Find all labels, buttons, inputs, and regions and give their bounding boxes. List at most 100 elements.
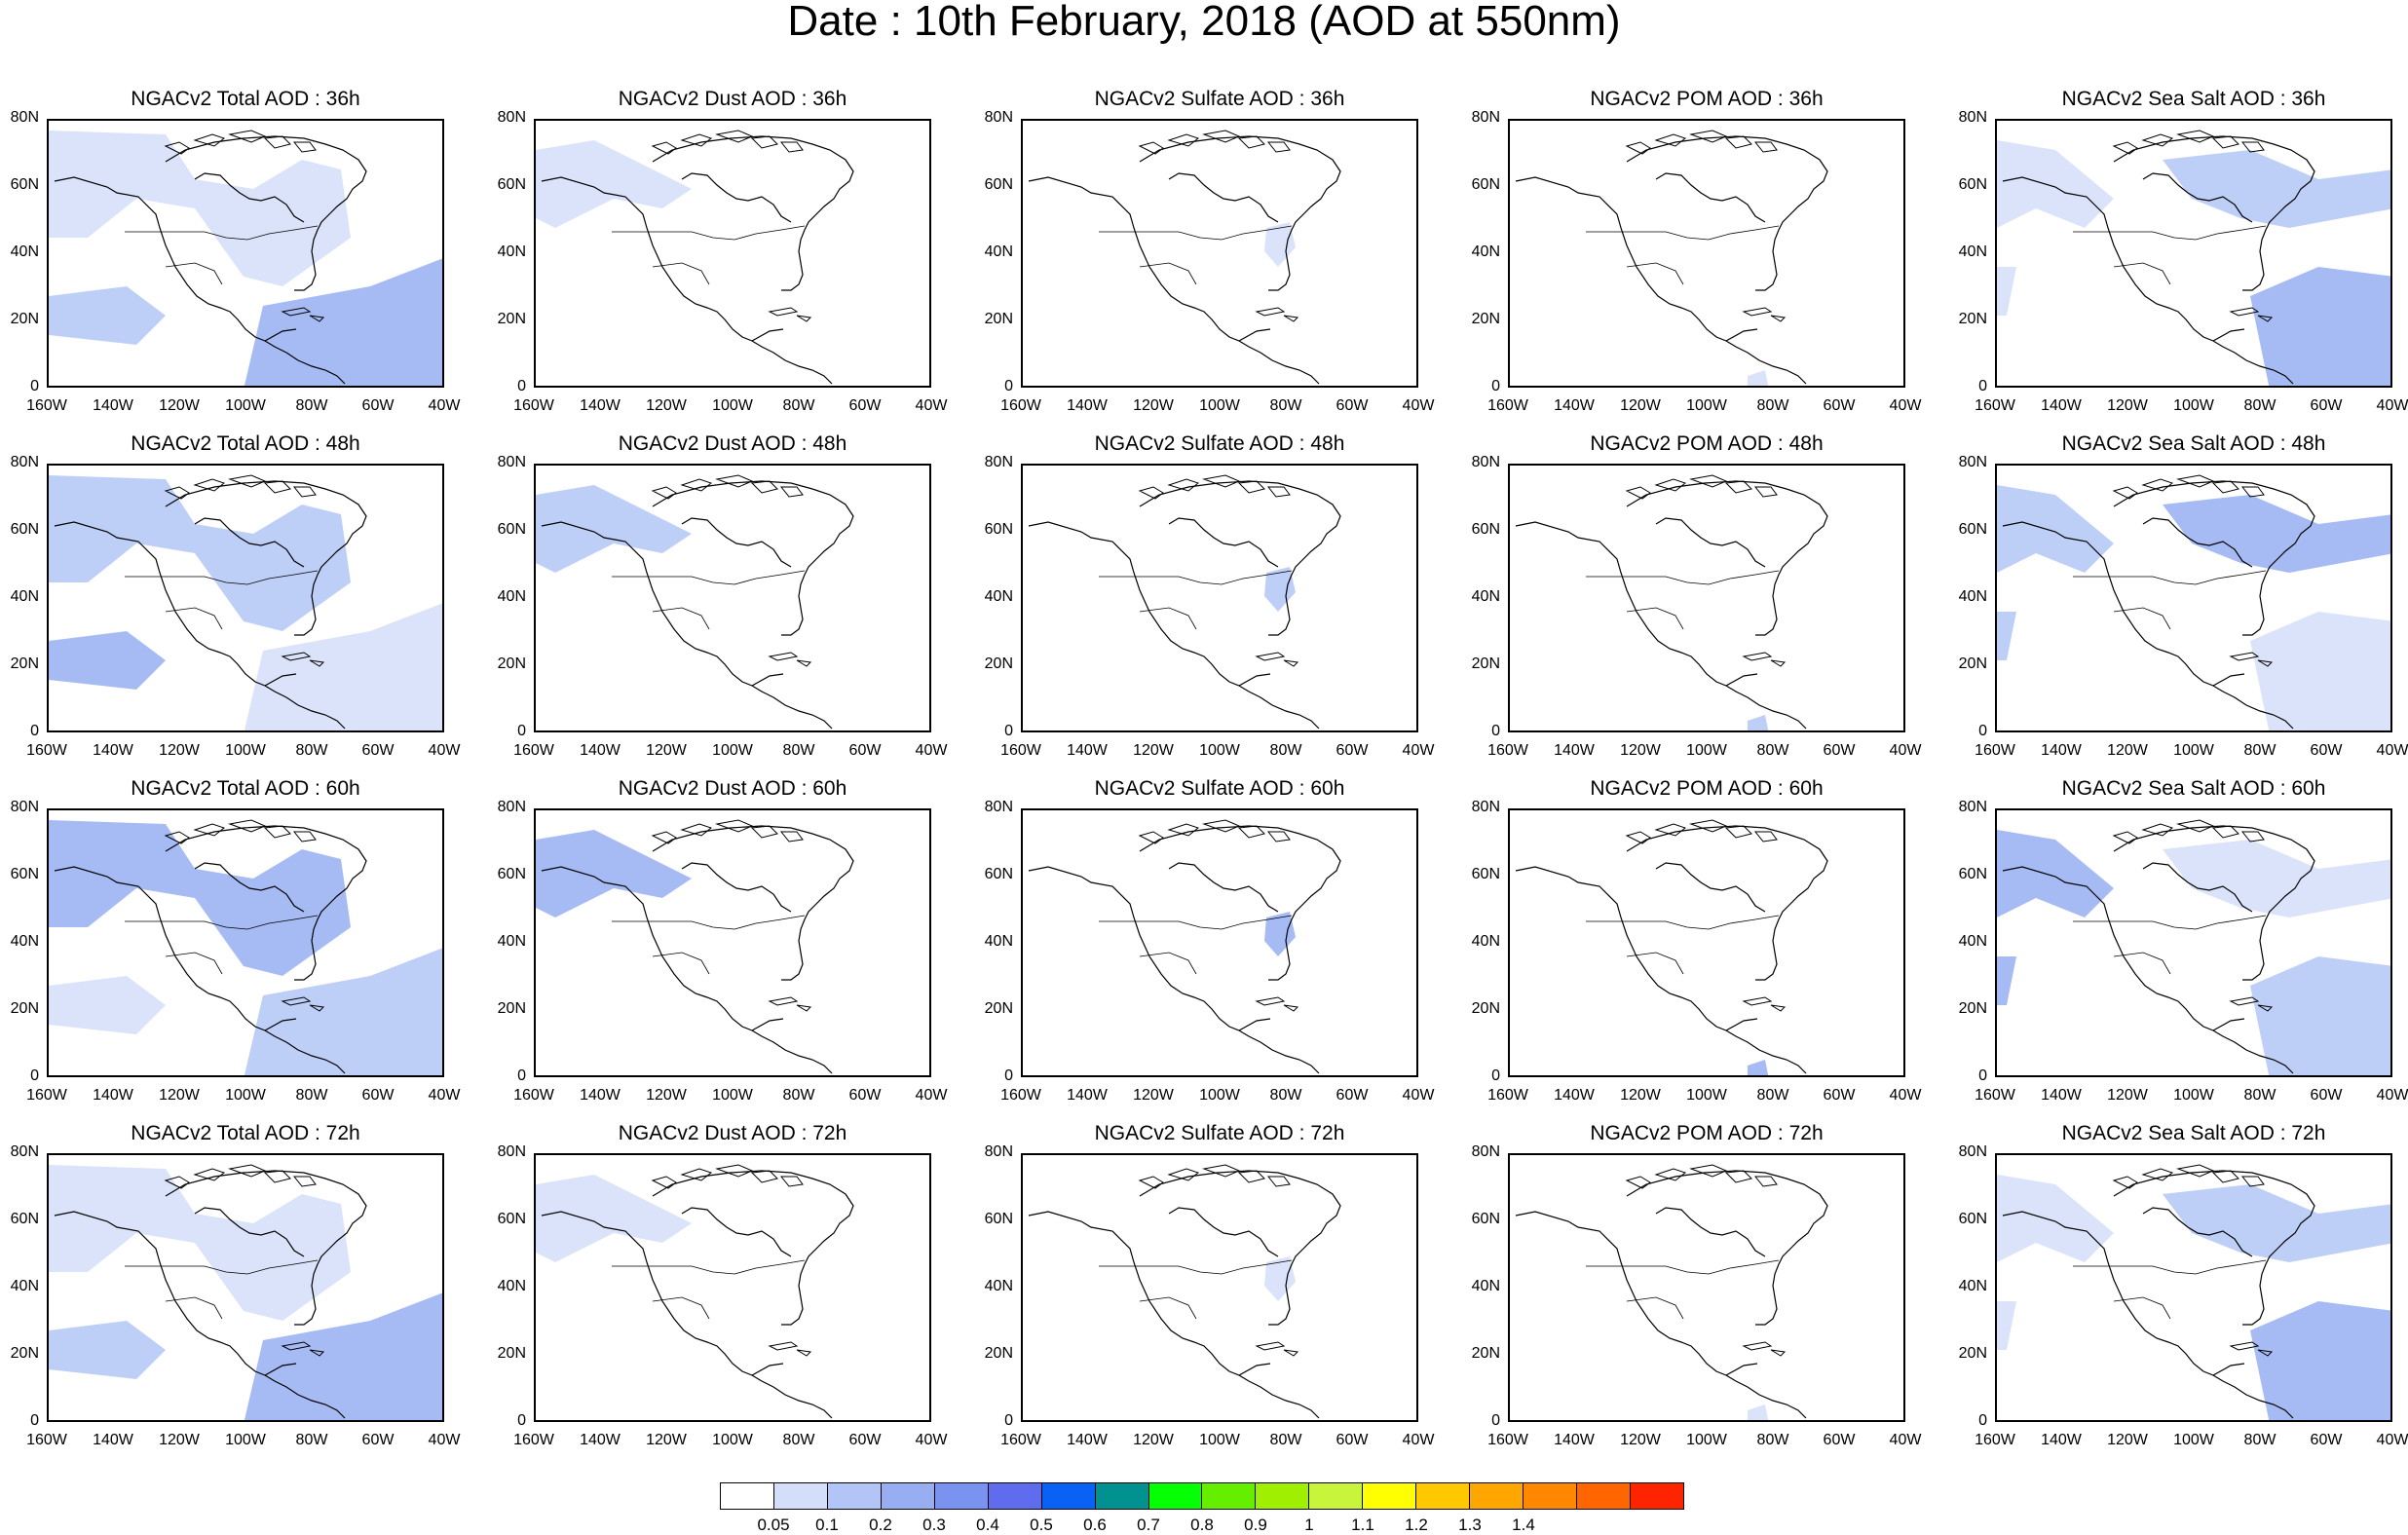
lon-tick-label: 140W <box>1067 397 1108 414</box>
coastline <box>165 1296 223 1320</box>
coastline <box>652 952 710 975</box>
map-plot-area <box>47 464 444 732</box>
lat-tick-label: 40N <box>1958 588 1987 605</box>
figure-title: Date : 10th February, 2018 (AOD at 550nm… <box>787 0 1621 45</box>
colorbar-swatch <box>721 1483 774 1509</box>
lon-tick-label: 60W <box>1336 1087 1369 1104</box>
panel-title: NGACv2 Total AOD : 60h <box>131 777 360 800</box>
lon-tick-label: 60W <box>2310 1432 2343 1448</box>
coastline <box>1139 1296 1197 1320</box>
lon-tick-label: 160W <box>513 742 554 759</box>
coastline <box>1625 819 1787 1012</box>
coastline <box>1586 225 1780 241</box>
coastline <box>651 130 812 322</box>
coastline <box>2113 952 2171 975</box>
lon-tick-label: 100W <box>1199 1087 1240 1104</box>
coastline <box>1515 480 1828 730</box>
aod-fill-region <box>1748 715 1769 730</box>
lat-tick-label: 0 <box>517 1412 526 1429</box>
panel-title: NGACv2 POM AOD : 60h <box>1590 777 1824 800</box>
aod-fill-region <box>49 631 166 690</box>
colorbar-swatch <box>773 1483 828 1509</box>
aod-fill-region <box>536 830 692 917</box>
panel-title: NGACv2 Dust AOD : 48h <box>618 432 847 455</box>
coastline <box>165 607 223 630</box>
lat-tick-label: 40N <box>497 1278 526 1294</box>
aod-fill-region <box>2163 150 2390 228</box>
aod-map <box>536 819 854 1074</box>
aod-fill-region <box>49 131 351 286</box>
lat-tick-label: 40N <box>984 1278 1013 1294</box>
map-plot-area <box>1508 1153 1905 1422</box>
lon-tick-label: 40W <box>1889 397 1922 414</box>
lon-tick-label: 100W <box>712 1432 753 1448</box>
lat-tick-label: 80N <box>1958 454 1987 470</box>
coastline <box>541 480 854 730</box>
lon-tick-label: 160W <box>1975 397 2015 414</box>
lon-tick-label: 100W <box>1199 742 1240 759</box>
lat-tick-label: 80N <box>984 1143 1013 1160</box>
lon-tick-label: 140W <box>580 1432 621 1448</box>
lat-tick-label: 40N <box>1471 588 1500 605</box>
lat-tick-label: 0 <box>1491 378 1500 394</box>
colorbar-swatch <box>1148 1483 1203 1509</box>
aod-map <box>536 130 854 385</box>
aod-fill-region <box>49 1165 351 1321</box>
lat-tick-label: 40N <box>10 1278 39 1294</box>
lat-tick-label: 20N <box>497 1000 526 1017</box>
lat-tick-label: 0 <box>30 1412 39 1429</box>
coastline <box>612 225 806 241</box>
colorbar-tick-label: 1.2 <box>1405 1516 1428 1534</box>
coastline <box>1028 825 1341 1074</box>
lat-tick-label: 40N <box>984 588 1013 605</box>
map-plot-area <box>1021 1153 1418 1422</box>
colorbar-tick-label: 0.2 <box>869 1516 892 1534</box>
lat-tick-label: 40N <box>1958 1278 1987 1294</box>
lat-tick-label: 40N <box>1471 933 1500 950</box>
lon-tick-label: 60W <box>1823 1432 1856 1448</box>
lat-tick-label: 0 <box>1491 1412 1500 1429</box>
lon-tick-label: 140W <box>2041 742 2082 759</box>
coastline <box>54 135 367 385</box>
coastline <box>2073 570 2267 585</box>
coastline <box>1028 135 1341 385</box>
map-plot-area <box>1508 808 1905 1077</box>
lon-tick-label: 100W <box>2173 742 2214 759</box>
coastline <box>2002 1170 2315 1419</box>
lat-tick-label: 0 <box>517 723 526 739</box>
lon-tick-label: 80W <box>295 1432 328 1448</box>
aod-fill-region <box>1997 140 2114 228</box>
aod-map <box>49 819 442 1075</box>
lon-tick-label: 140W <box>2041 397 2082 414</box>
coastline <box>2113 262 2171 285</box>
lat-tick-label: 80N <box>1471 1143 1500 1160</box>
coastline <box>2073 1259 2267 1275</box>
coastline <box>1625 1164 1787 1357</box>
coastline <box>1626 607 1684 630</box>
lon-tick-label: 80W <box>782 742 815 759</box>
lon-tick-label: 140W <box>1554 397 1595 414</box>
map-plot-area <box>47 808 444 1077</box>
coastline <box>1139 952 1197 975</box>
lon-tick-label: 80W <box>1269 742 1302 759</box>
lat-tick-label: 60N <box>497 176 526 193</box>
colorbar-swatch <box>1041 1483 1096 1509</box>
lon-tick-label: 100W <box>225 742 266 759</box>
lon-tick-label: 140W <box>580 397 621 414</box>
lon-tick-label: 40W <box>1402 1432 1435 1448</box>
lat-tick-label: 80N <box>497 109 526 126</box>
lon-tick-label: 160W <box>1000 1432 1041 1448</box>
panel-title: NGACv2 Dust AOD : 72h <box>618 1122 847 1144</box>
lat-tick-label: 80N <box>1471 109 1500 126</box>
aod-map <box>49 130 442 386</box>
coastline <box>1625 130 1787 322</box>
panel-title: NGACv2 POM AOD : 72h <box>1590 1122 1824 1144</box>
lon-tick-label: 160W <box>513 1087 554 1104</box>
aod-fill-region <box>2163 495 2390 573</box>
map-plot-area <box>1508 464 1905 732</box>
lat-tick-label: 80N <box>497 799 526 815</box>
lat-tick-label: 20N <box>1471 1345 1500 1362</box>
lon-tick-label: 120W <box>159 1432 200 1448</box>
colorbar-swatch <box>1363 1483 1417 1509</box>
lat-tick-label: 60N <box>1958 1211 1987 1227</box>
